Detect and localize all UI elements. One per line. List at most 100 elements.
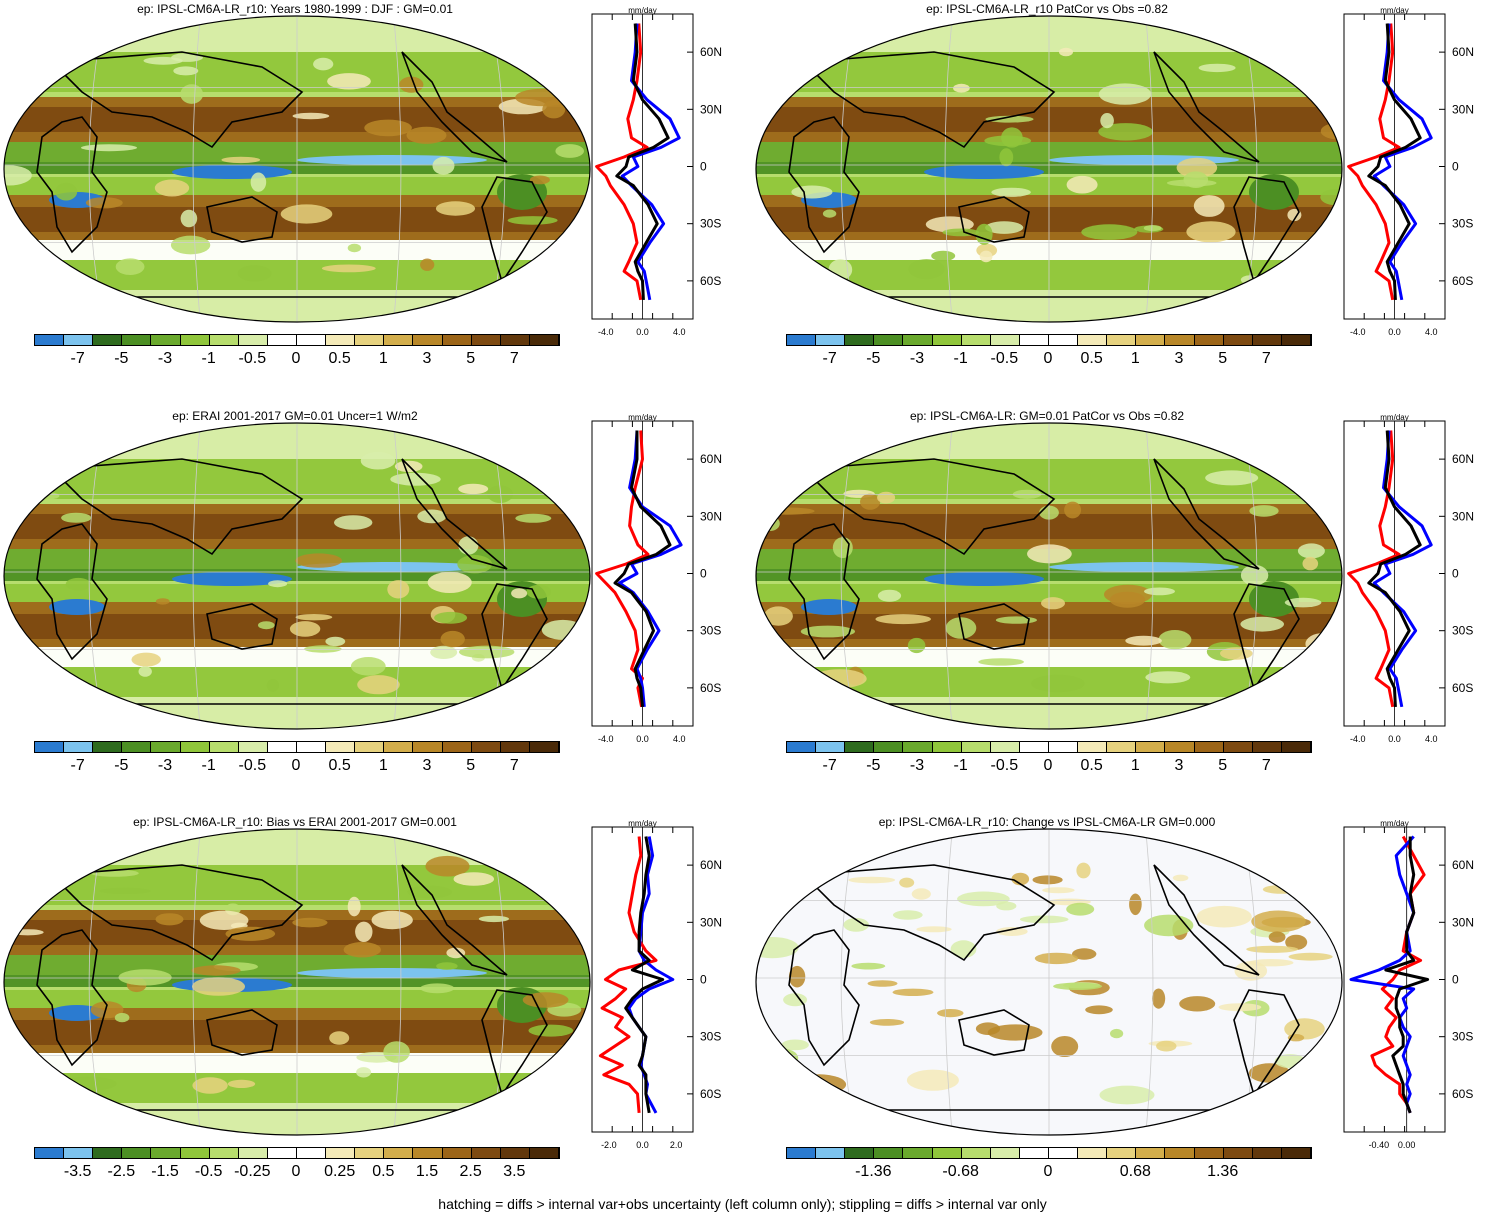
colorbar-cell xyxy=(355,742,385,752)
map-blotch xyxy=(114,1012,130,1023)
map-blotch xyxy=(425,855,470,877)
map-gridline xyxy=(1145,829,1154,1135)
map-blotch xyxy=(957,891,1010,907)
map-blotch xyxy=(155,913,184,926)
colorbar-label: 2.5 xyxy=(459,1163,482,1180)
map-blotch xyxy=(347,896,361,917)
colorbar-label: 5 xyxy=(1218,350,1228,367)
map-blotch xyxy=(533,260,547,276)
map-blotch xyxy=(848,876,896,884)
colorbar-cell xyxy=(500,335,530,345)
map-blotch xyxy=(446,947,466,959)
panel-title: ep: IPSL-CM6A-LR_r10: Years 1980-1999 : … xyxy=(137,2,453,16)
colorbar-cell xyxy=(816,742,846,752)
colorbar-label: 7 xyxy=(509,350,519,367)
colorbar-cell xyxy=(990,1148,1020,1158)
colorbar-label: -5 xyxy=(866,350,881,367)
colorbar-cell xyxy=(122,335,152,345)
map-blotch xyxy=(266,679,279,692)
profile-lat-label: 0 xyxy=(700,160,707,174)
colorbar-cell xyxy=(1107,742,1137,752)
map-blotch xyxy=(357,675,400,695)
profile-lat-label: 30S xyxy=(700,217,721,231)
map-blotch xyxy=(237,265,272,282)
colorbar-cell xyxy=(1136,742,1166,752)
map-blotch xyxy=(906,1069,959,1091)
profile-series-line xyxy=(1384,836,1430,1114)
map-blotch xyxy=(1104,584,1152,605)
colorbar-cell xyxy=(326,335,356,345)
colorbar-cell xyxy=(1048,335,1079,345)
map-blotch xyxy=(892,988,934,996)
map-blotch xyxy=(1246,945,1299,953)
colorbar-cell xyxy=(209,1148,239,1158)
map-blotch xyxy=(131,652,161,667)
map-coastline xyxy=(1233,176,1300,284)
map-gridline xyxy=(944,16,953,322)
map-blotch xyxy=(1066,902,1095,916)
colorbar-cell xyxy=(93,335,123,345)
map-blotch xyxy=(55,182,78,201)
colorbar-label: -1 xyxy=(201,350,216,367)
panel-title: ep: IPSL-CM6A-LR: GM=0.01 PatCor vs Obs … xyxy=(909,409,1185,423)
colorbar-cell xyxy=(442,742,472,752)
panel-3: ep: ERAI 2001-2017 GM=0.01 Uncer=1 W/m2 m… xyxy=(0,407,733,802)
map-blotch xyxy=(192,1077,228,1094)
colorbar-cell xyxy=(64,335,94,345)
profile-series-line xyxy=(1367,23,1422,300)
map-blotch xyxy=(250,172,267,192)
colorbar-cell xyxy=(1281,335,1311,345)
colorbar-label: 0 xyxy=(1043,757,1053,774)
map-blotch xyxy=(1311,67,1325,77)
profile-lat-label: 30S xyxy=(1452,624,1473,638)
map-wet-region xyxy=(1249,174,1299,210)
map-gridline xyxy=(944,829,953,1135)
zonal-profile: mm/day 60N 30N 0 30S 60S -4.0 0.0 4.0 xyxy=(1343,6,1474,337)
colorbar-label: 1 xyxy=(1130,350,1140,367)
map-blotch xyxy=(325,636,346,647)
colorbar-cell xyxy=(238,1148,268,1158)
colorbar-label: -1 xyxy=(953,757,968,774)
map-blotch xyxy=(1064,501,1082,519)
colorbar-label: 3 xyxy=(1174,350,1184,367)
map-blotch xyxy=(908,259,945,280)
colorbar-label: 7 xyxy=(1261,757,1271,774)
map-blotch xyxy=(1302,556,1319,571)
map-blotch xyxy=(788,965,806,988)
colorbar-label: 0.25 xyxy=(324,1163,356,1180)
profile-series-line xyxy=(595,23,649,301)
colorbar-cell xyxy=(1078,1148,1108,1158)
colorbar-label: -7 xyxy=(822,350,837,367)
map-blotch xyxy=(199,910,249,930)
colorbar-cell xyxy=(1019,742,1049,752)
zonal-profile: mm/day 60N 30N 0 30S 60S -0.40 0.00 xyxy=(1343,819,1474,1150)
profile-lat-label: 0 xyxy=(700,567,707,581)
profile-series-line xyxy=(1347,430,1401,708)
colorbar-label: 1.5 xyxy=(415,1163,439,1180)
colorbar-cell xyxy=(787,335,817,345)
colorbar-label: -7 xyxy=(70,350,85,367)
profile-series-line xyxy=(1347,23,1401,301)
colorbar-cell xyxy=(35,742,65,752)
map-blotch xyxy=(430,645,458,659)
map-blotch xyxy=(192,977,245,996)
colorbar-cell xyxy=(384,742,414,752)
colorbar-cell xyxy=(122,742,152,752)
map-blotch xyxy=(877,589,902,602)
map-coastline xyxy=(788,523,860,661)
colorbar-cell xyxy=(1136,335,1166,345)
map-wet-region xyxy=(172,165,292,179)
colorbar-label: -0.5 xyxy=(990,757,1019,774)
colorbar xyxy=(786,334,1312,346)
colorbar-cell xyxy=(209,335,239,345)
map xyxy=(3,828,591,1136)
map-border xyxy=(3,828,591,1136)
map-blotch xyxy=(258,621,275,630)
map-blotch xyxy=(984,135,1032,147)
colorbar-cell xyxy=(267,742,297,752)
map-gridline xyxy=(1145,16,1154,322)
profile-lat-label: 60N xyxy=(1452,45,1474,59)
profile-lat-label: 0 xyxy=(1452,160,1459,174)
map-blotch xyxy=(877,491,896,504)
map-blotch xyxy=(289,621,321,637)
